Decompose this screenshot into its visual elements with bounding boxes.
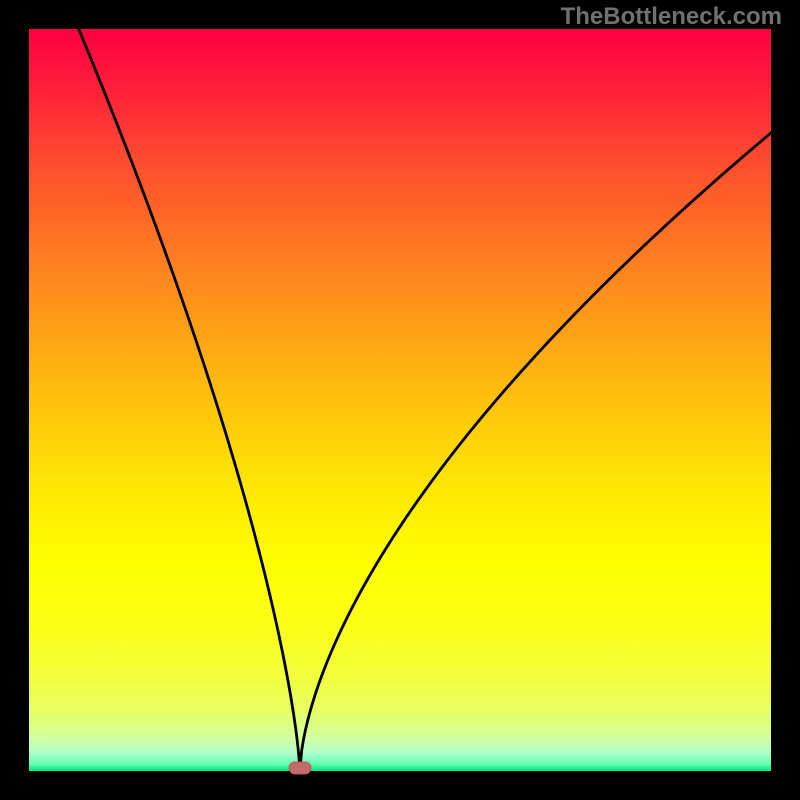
gradient-background: [29, 29, 771, 771]
vertex-marker: [288, 761, 312, 775]
plot-area: [29, 29, 771, 771]
chart-container: TheBottleneck.com: [0, 0, 800, 800]
vertex-pill: [289, 762, 311, 774]
watermark-text: TheBottleneck.com: [561, 3, 782, 31]
